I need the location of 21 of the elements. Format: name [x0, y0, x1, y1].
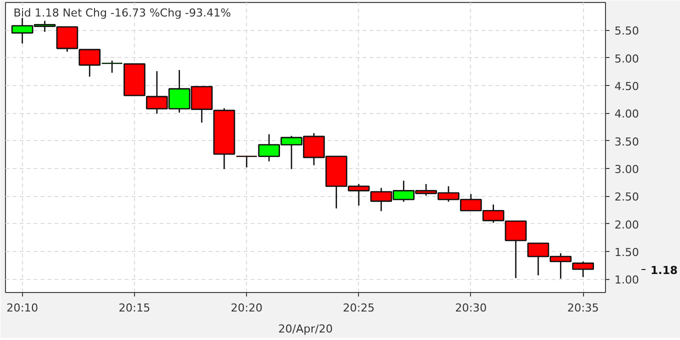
- y-tick-label: 5.00: [614, 52, 639, 66]
- y-tick-label: 5.50: [614, 24, 639, 38]
- x-tick-label: 20:20: [230, 302, 262, 314]
- candlestick: [78, 48, 101, 78]
- y-tick-label: 4.00: [614, 108, 639, 121]
- x-tick-label: 20:30: [455, 302, 487, 314]
- x-axis-title: 20/Apr/20: [278, 322, 333, 336]
- y-tick-label: 3.50: [614, 135, 639, 148]
- y-tick-label: 3.00: [614, 163, 639, 176]
- y-tick-label: 1.00: [614, 274, 639, 287]
- text: 1.18: [650, 264, 678, 277]
- y-tick-label: 4.50: [614, 80, 639, 94]
- y-tick-label: 2.00: [614, 218, 639, 232]
- x-tick-label: 20:10: [6, 302, 38, 314]
- x-tick-label: 20:25: [342, 302, 375, 314]
- candlestick: [572, 260, 594, 278]
- x-tick-label: 20:15: [118, 302, 150, 314]
- y-tick-label: 1.50: [614, 246, 639, 260]
- x-tick-label: 20:35: [567, 302, 599, 314]
- chart-title: Bid 1.18 Net Chg -16.73 %Chg -93.41%: [14, 6, 231, 20]
- y-tick-label: 2.50: [614, 190, 639, 204]
